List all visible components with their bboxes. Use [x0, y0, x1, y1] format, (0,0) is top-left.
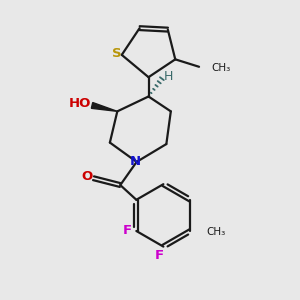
Polygon shape	[92, 103, 117, 111]
Text: F: F	[122, 224, 131, 238]
Text: S: S	[112, 47, 121, 60]
Text: HO: HO	[68, 98, 91, 110]
Text: H: H	[164, 70, 173, 83]
Text: F: F	[154, 249, 164, 262]
Text: N: N	[130, 155, 141, 168]
Text: CH₃: CH₃	[212, 63, 231, 73]
Text: CH₃: CH₃	[207, 227, 226, 238]
Text: O: O	[81, 170, 93, 183]
